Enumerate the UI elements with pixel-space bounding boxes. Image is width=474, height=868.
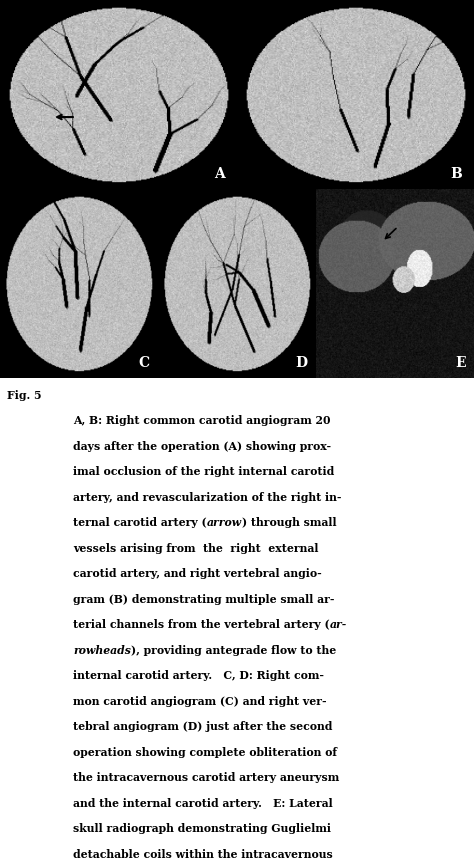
Text: rowheads: rowheads bbox=[73, 645, 131, 656]
Text: days after the operation (A) showing prox-: days after the operation (A) showing pro… bbox=[73, 441, 332, 452]
Text: D: D bbox=[296, 356, 308, 370]
Text: Fig. 5: Fig. 5 bbox=[7, 390, 42, 401]
Text: imal occlusion of the right internal carotid: imal occlusion of the right internal car… bbox=[73, 466, 335, 477]
Text: mon carotid angiogram (C) and right ver-: mon carotid angiogram (C) and right ver- bbox=[73, 696, 327, 707]
Text: the intracavernous carotid artery aneurysm: the intracavernous carotid artery aneury… bbox=[73, 773, 340, 783]
Text: A, B: Right common carotid angiogram 20: A, B: Right common carotid angiogram 20 bbox=[73, 416, 331, 426]
Text: E: E bbox=[456, 356, 466, 370]
Text: C: C bbox=[139, 356, 150, 370]
Text: ar-: ar- bbox=[330, 620, 347, 630]
Text: terial channels from the vertebral artery (: terial channels from the vertebral arter… bbox=[73, 620, 330, 630]
Text: and the internal carotid artery.   E: Lateral: and the internal carotid artery. E: Late… bbox=[73, 798, 333, 809]
Text: operation showing complete obliteration of: operation showing complete obliteration … bbox=[73, 746, 337, 758]
Text: skull radiograph demonstrating Guglielmi: skull radiograph demonstrating Guglielmi bbox=[73, 824, 331, 834]
Text: gram (B) demonstrating multiple small ar-: gram (B) demonstrating multiple small ar… bbox=[73, 594, 335, 605]
Text: ) through small: ) through small bbox=[242, 517, 337, 529]
Text: internal carotid artery.   C, D: Right com-: internal carotid artery. C, D: Right com… bbox=[73, 670, 325, 681]
Text: ternal carotid artery (: ternal carotid artery ( bbox=[73, 517, 207, 529]
Text: vessels arising from  the  right  external: vessels arising from the right external bbox=[73, 542, 319, 554]
Text: detachable coils within the intracavernous: detachable coils within the intracaverno… bbox=[73, 849, 333, 860]
Text: carotid artery, and right vertebral angio-: carotid artery, and right vertebral angi… bbox=[73, 569, 322, 579]
Text: tebral angiogram (D) just after the second: tebral angiogram (D) just after the seco… bbox=[73, 721, 333, 733]
Text: artery, and revascularization of the right in-: artery, and revascularization of the rig… bbox=[73, 492, 342, 503]
Text: B: B bbox=[450, 168, 462, 181]
Text: arrow: arrow bbox=[207, 517, 242, 529]
Text: A: A bbox=[214, 168, 225, 181]
Text: ), providing antegrade flow to the: ), providing antegrade flow to the bbox=[131, 645, 337, 656]
